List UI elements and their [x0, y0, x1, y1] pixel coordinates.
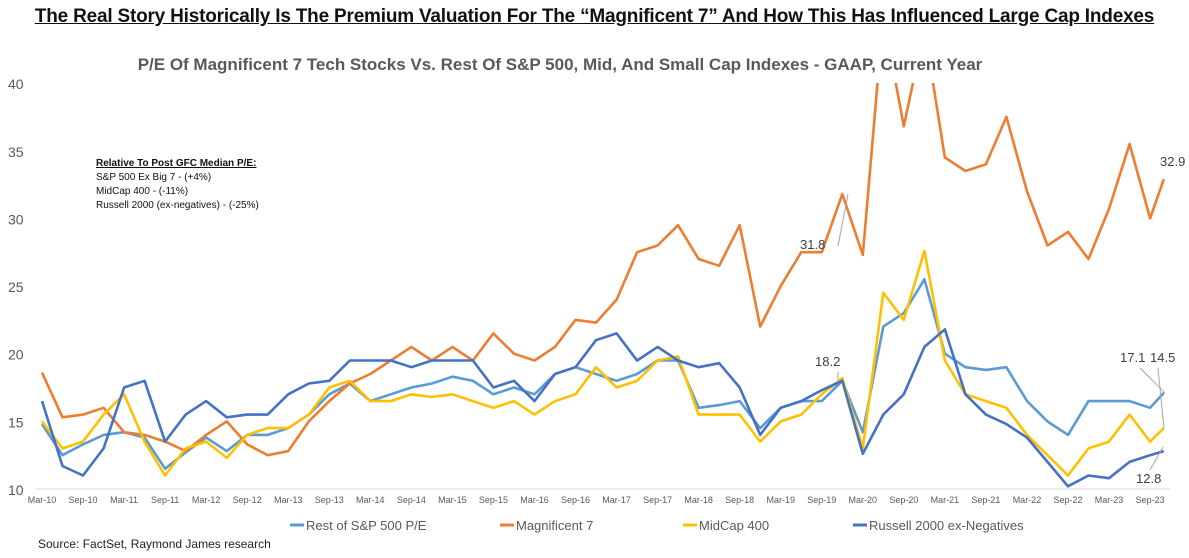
- y-tick-label: 10: [8, 482, 24, 498]
- x-tick-label: Mar-15: [438, 495, 467, 505]
- series-line: [40, 249, 1165, 477]
- x-tick-label: Sep-17: [643, 495, 672, 505]
- leader-line: [1139, 367, 1166, 394]
- note-heading: Relative To Post GFC Median P/E:: [96, 158, 257, 169]
- x-tick-label: Sep-18: [725, 495, 754, 505]
- x-tick-label: Mar-17: [602, 495, 631, 505]
- x-tick-label: Mar-13: [274, 495, 303, 505]
- series-line: [40, 327, 1165, 488]
- data-label: 31.8: [800, 237, 825, 252]
- legend-label: Magnificent 7: [516, 518, 593, 533]
- x-tick-label: Sep-15: [479, 495, 508, 505]
- note-line: S&P 500 Ex Big 7 - (+4%): [96, 172, 212, 183]
- x-tick-label: Sep-16: [561, 495, 590, 505]
- y-tick-label: 15: [8, 414, 24, 430]
- legend-label: MidCap 400: [699, 518, 769, 533]
- note-line: Russell 2000 (ex-negatives) - (-25%): [96, 200, 259, 211]
- page-title: The Real Story Historically Is The Premi…: [34, 6, 1155, 27]
- leader-line: [1149, 446, 1164, 471]
- chart-title: P/E Of Magnificent 7 Tech Stocks Vs. Res…: [137, 55, 983, 74]
- x-tick-label: Sep-13: [315, 495, 344, 505]
- leader-line: [1157, 367, 1165, 429]
- y-tick-label: 20: [8, 347, 24, 363]
- data-label: 17.1: [1120, 350, 1145, 365]
- series-line: [40, 83, 1166, 457]
- x-tick-label: Mar-21: [931, 495, 960, 505]
- x-tick-label: Sep-21: [971, 495, 1000, 505]
- x-tick-label: Mar-10: [28, 495, 57, 505]
- leader-line: [837, 193, 849, 247]
- note-line: MidCap 400 - (-11%): [96, 186, 189, 197]
- source-note: Source: FactSet, Raymond James research: [38, 537, 271, 551]
- x-tick-label: Mar-19: [766, 495, 795, 505]
- data-label: 12.8: [1136, 471, 1161, 486]
- x-tick-label: Sep-11: [151, 495, 179, 505]
- x-tick-label: Sep-12: [233, 495, 262, 505]
- x-tick-label: Mar-18: [684, 495, 713, 505]
- x-tick-label: Mar-22: [1013, 495, 1042, 505]
- data-label: 32.9: [1160, 154, 1185, 169]
- x-tick-label: Mar-12: [192, 495, 221, 505]
- data-label: 18.2: [815, 354, 840, 369]
- x-tick-label: Mar-11: [110, 495, 138, 505]
- x-tick-label: Mar-14: [356, 495, 385, 505]
- data-label: 14.5: [1150, 350, 1175, 365]
- y-tick-label: 40: [8, 76, 24, 92]
- x-tick-label: Sep-19: [807, 495, 836, 505]
- y-tick-label: 35: [8, 144, 24, 160]
- median-note: Relative To Post GFC Median P/E: S&P 500…: [96, 157, 259, 213]
- x-tick-label: Sep-23: [1136, 495, 1165, 505]
- x-tick-label: Mar-20: [849, 495, 878, 505]
- x-tick-label: Sep-14: [397, 495, 426, 505]
- x-tick-label: Sep-20: [889, 495, 918, 505]
- x-tick-label: Mar-16: [520, 495, 549, 505]
- y-tick-label: 25: [8, 279, 24, 295]
- x-tick-label: Sep-10: [69, 495, 98, 505]
- y-tick-label: 30: [8, 211, 24, 227]
- x-tick-label: Mar-23: [1095, 495, 1124, 505]
- legend-label: Russell 2000 ex-Negatives: [869, 518, 1024, 533]
- x-tick-label: Sep-22: [1053, 495, 1082, 505]
- legend-label: Rest of S&P 500 P/E: [306, 518, 427, 533]
